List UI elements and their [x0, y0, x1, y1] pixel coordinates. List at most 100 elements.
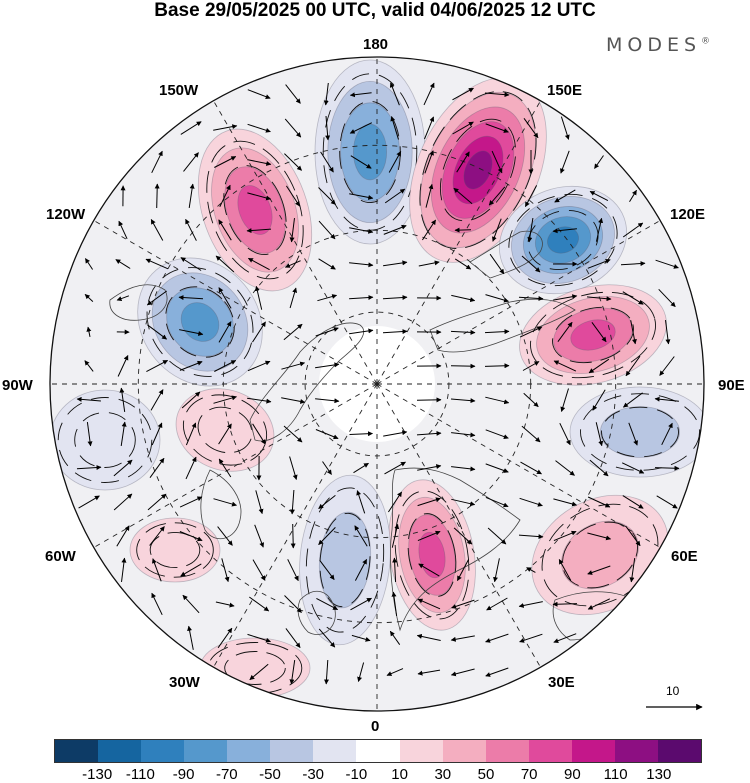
wind-arrow — [450, 668, 475, 677]
wind-arrow — [425, 183, 434, 208]
map-boundary — [49, 56, 705, 712]
wind-arrow — [389, 630, 401, 645]
circulation-streamline — [57, 397, 153, 483]
wind-arrow — [350, 155, 372, 169]
wind-arrow — [488, 186, 506, 206]
wind-arrow — [285, 84, 301, 104]
wind-arrow — [485, 496, 509, 508]
wind-arrow — [416, 633, 441, 641]
wind-arrow — [318, 527, 336, 545]
wind-arrow — [417, 497, 441, 507]
anomaly-contour — [129, 517, 221, 583]
wind-arrow — [620, 261, 646, 267]
anomaly-contour — [600, 406, 680, 458]
wind-arrow — [84, 360, 94, 372]
wind-arrow — [254, 524, 265, 548]
anomaly-positive — [197, 128, 313, 292]
wind-arrow — [284, 153, 302, 171]
modes-logo: MODES® — [606, 34, 710, 56]
wind-arrow — [315, 429, 339, 440]
wind-arrow — [247, 360, 271, 372]
wind-arrow — [290, 523, 296, 549]
colorbar-tick-label: -130 — [82, 766, 113, 783]
wind-arrow — [247, 159, 272, 166]
wind-arrow — [594, 155, 604, 169]
colorbar-tick-label: 90 — [564, 766, 581, 783]
coastline — [469, 230, 543, 279]
colorbar-swatch — [528, 740, 572, 762]
wind-arrow — [180, 121, 202, 135]
wind-arrow — [315, 362, 340, 369]
wind-arrow — [284, 595, 302, 613]
wind-arrow — [658, 288, 676, 308]
wind-arrow — [485, 294, 509, 303]
wind-arrow — [213, 395, 237, 404]
anomaly-contour — [352, 123, 388, 181]
circulation-streamline — [601, 406, 679, 458]
wind-arrow — [76, 465, 102, 470]
wind-arrow — [518, 534, 544, 540]
wind-arrow — [351, 634, 371, 642]
anomaly-contour — [237, 185, 273, 235]
wind-arrow — [181, 391, 201, 409]
wind-arrow — [416, 430, 442, 436]
wind-vectors — [76, 82, 680, 685]
wind-arrow — [391, 591, 398, 616]
wind-arrow — [315, 327, 339, 337]
wind-arrow — [149, 526, 165, 546]
wind-arrow — [390, 116, 399, 140]
wind-arrow — [247, 123, 271, 133]
anomaly-contour — [418, 531, 446, 579]
registered-mark: ® — [701, 36, 711, 47]
wind-arrow — [218, 321, 232, 343]
wind-arrow — [654, 396, 679, 402]
wind-arrow — [656, 495, 678, 509]
colorbar-swatch — [571, 740, 615, 762]
wind-arrow — [553, 360, 577, 372]
wind-arrow — [319, 560, 335, 580]
wind-arrow — [456, 559, 470, 582]
coastline — [200, 469, 242, 540]
wind-arrow — [523, 118, 539, 139]
wind-arrow — [484, 363, 510, 369]
wind-arrow — [661, 422, 673, 446]
wind-arrow — [527, 218, 534, 243]
wind-arrow — [453, 527, 473, 545]
wind-arrow — [150, 219, 164, 241]
colorbar-tick-label: 70 — [520, 766, 538, 783]
wind-arrow — [356, 490, 366, 514]
wind-arrow — [486, 597, 508, 611]
wind-arrow — [252, 423, 266, 445]
wind-arrow — [552, 228, 577, 234]
wind-arrow — [629, 558, 636, 583]
wind-arrow — [387, 491, 403, 513]
wind-arrow — [558, 559, 572, 581]
wind-arrow — [283, 425, 303, 443]
circulation-streamline — [508, 193, 618, 287]
wind-arrow — [591, 322, 607, 343]
anomaly-negative — [569, 386, 704, 478]
wind-arrow — [117, 355, 129, 377]
wind-arrow — [78, 495, 100, 509]
wind-arrow — [560, 388, 569, 412]
wind-arrow — [454, 258, 472, 270]
colorbar-swatch — [442, 740, 486, 762]
anomaly-contour — [570, 319, 616, 351]
wind-arrow — [349, 328, 374, 335]
wind-arrow — [145, 258, 169, 270]
wind-arrow — [595, 217, 604, 242]
wind-arrow — [560, 150, 570, 174]
wind-arrow — [179, 360, 203, 371]
circulation-streamline — [136, 522, 214, 578]
wind-arrow — [456, 151, 470, 173]
wind-arrow — [519, 326, 543, 338]
wind-arrow — [382, 329, 408, 335]
wind-arrow — [484, 92, 510, 98]
wind-arrow — [354, 525, 368, 547]
colorbar-swatch — [399, 740, 443, 762]
wind-arrow — [246, 228, 272, 234]
wind-arrow — [289, 218, 295, 243]
wind-arrow — [630, 320, 637, 345]
wind-arrow — [221, 558, 230, 583]
circulation-streamline — [224, 651, 286, 685]
